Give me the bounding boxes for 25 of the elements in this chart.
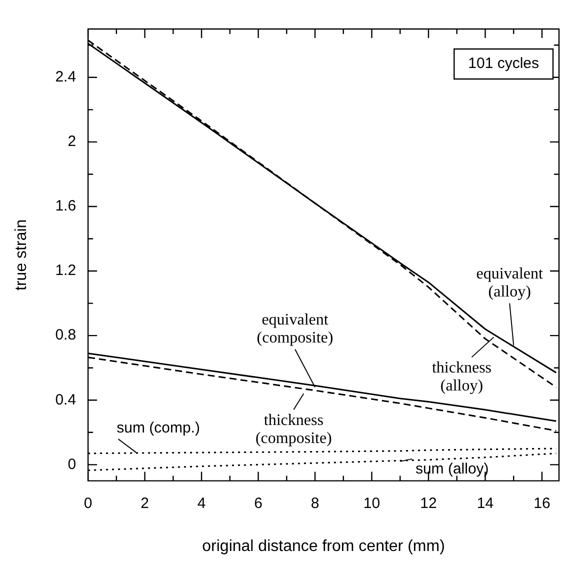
annotation: equivalent (composite) [256, 311, 334, 346]
x-axis-title: original distance from center (mm) [202, 538, 445, 555]
x-tick-label: 12 [420, 494, 437, 512]
y-tick-label: 2.4 [55, 68, 76, 86]
x-tick-label: 14 [476, 494, 494, 512]
x-tick-label: 6 [254, 494, 262, 512]
y-tick-label: 0.8 [55, 326, 76, 344]
x-tick-label: 10 [363, 494, 380, 512]
y-tick-label: 0 [68, 456, 76, 473]
annotation: 101 cycles [468, 55, 540, 72]
x-tick-label: 16 [534, 494, 550, 512]
x-tick-label: 8 [310, 494, 320, 512]
y-tick-label: 1.6 [55, 198, 76, 215]
y-tick-label: 0.4 [55, 391, 76, 408]
x-tick-label: 0 [84, 494, 92, 512]
annotation: sum (comp.) [116, 420, 200, 437]
annotation: sum (alloy) [415, 460, 489, 478]
y-tick-label: 2 [68, 133, 76, 150]
y-axis-title: true strain [13, 219, 30, 290]
annotation: thickness (alloy) [432, 359, 492, 394]
annotation: equivalent (alloy) [476, 265, 544, 300]
y-tick-label: 1.2 [55, 262, 76, 280]
x-tick-label: 4 [197, 494, 206, 512]
annotation: thickness (composite) [255, 412, 332, 447]
x-tick-label: 2 [140, 494, 149, 512]
